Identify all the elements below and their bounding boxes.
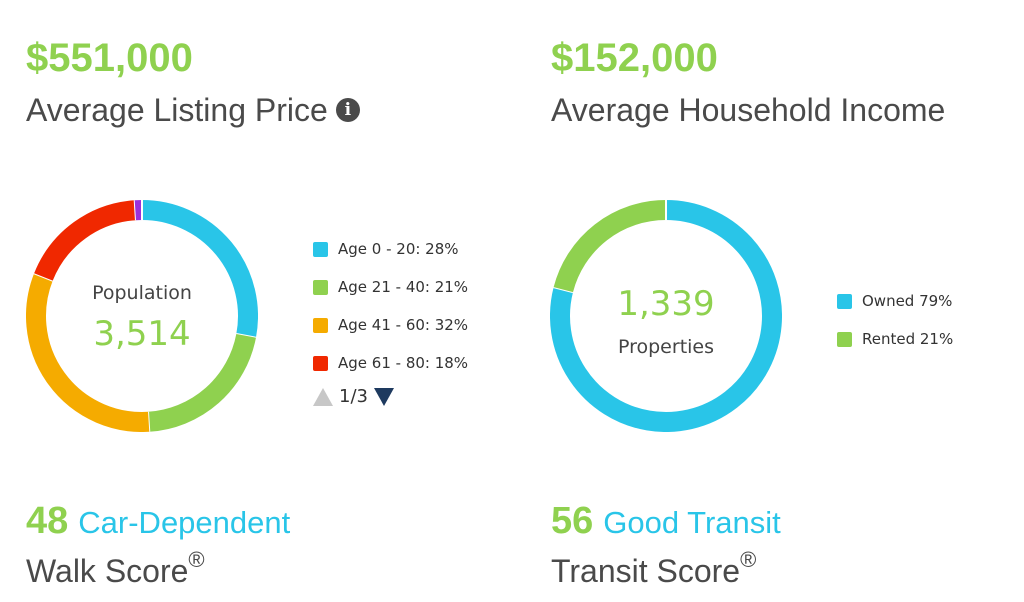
walk-score-label: Walk Score — [26, 553, 189, 589]
legend-label: Age 41 - 60: 32% — [338, 316, 469, 334]
legend-item-age-0-20: Age 0 - 20: 28% — [313, 230, 468, 268]
properties-segment-1 — [553, 200, 667, 293]
transit-score-row: 56 Good Transit — [551, 502, 781, 540]
legend-swatch — [313, 279, 328, 295]
walk-score-caption: Walk Score® — [26, 549, 205, 589]
legend-label: Owned 79% — [862, 292, 953, 310]
population-segment-0 — [141, 200, 258, 338]
population-segment-3 — [34, 200, 137, 281]
population-value: 3,514 — [93, 314, 191, 354]
population-donut: Population 3,514 — [26, 200, 258, 432]
properties-value: 1,339 — [617, 284, 715, 324]
population-segment-divider-2 — [33, 272, 54, 282]
page-up-icon[interactable] — [313, 387, 333, 406]
transit-score-label: Transit Score — [551, 553, 741, 589]
population-segment-1 — [147, 333, 256, 432]
legend-label: Age 0 - 20: 28% — [338, 240, 459, 258]
population-label: Population — [92, 282, 192, 304]
pager-text: 1/3 — [339, 386, 368, 407]
legend-item-age-41-60: Age 41 - 60: 32% — [313, 306, 468, 344]
registered-mark: ® — [740, 547, 757, 572]
household-income-value: $152,000 — [551, 36, 718, 80]
legend-swatch — [313, 355, 328, 371]
legend-swatch — [837, 293, 852, 309]
walk-score-description[interactable]: Car-Dependent — [78, 505, 291, 540]
info-icon[interactable]: i — [335, 97, 360, 122]
transit-score-number: 56 — [551, 500, 594, 542]
population-legend: Age 0 - 20: 28% Age 21 - 40: 21% Age 41 … — [313, 230, 468, 407]
population-donut-chart — [26, 200, 258, 432]
legend-label: Rented 21% — [862, 330, 954, 348]
population-segment-2 — [26, 273, 150, 432]
properties-label: Properties — [617, 336, 715, 358]
household-income-label: Average Household Income — [551, 92, 946, 128]
listing-price-label: Average Listing Price — [26, 92, 328, 128]
properties-donut: 1,339 Properties — [550, 200, 782, 432]
legend-item-age-61-80: Age 61 - 80: 18% — [313, 344, 468, 382]
legend-swatch — [837, 331, 852, 347]
transit-score-description[interactable]: Good Transit — [603, 505, 781, 540]
properties-donut-chart — [550, 200, 782, 432]
legend-item-age-21-40: Age 21 - 40: 21% — [313, 268, 468, 306]
legend-label: Age 61 - 80: 18% — [338, 354, 469, 372]
legend-swatch — [313, 241, 328, 257]
legend-label: Age 21 - 40: 21% — [338, 278, 469, 296]
properties-segment-0 — [550, 200, 782, 432]
listing-price-value: $551,000 — [26, 36, 193, 80]
page-down-icon[interactable] — [373, 387, 394, 406]
listing-price-caption: Average Listing Price i — [26, 94, 360, 126]
registered-mark: ® — [188, 547, 205, 572]
transit-score-caption: Transit Score® — [551, 549, 756, 589]
properties-legend: Owned 79% Rented 21% — [837, 282, 953, 358]
walk-score-number: 48 — [26, 500, 69, 542]
walk-score-row: 48 Car-Dependent — [26, 502, 290, 540]
legend-item-rented: Rented 21% — [837, 320, 953, 358]
legend-pager: 1/3 — [313, 386, 468, 407]
legend-item-owned: Owned 79% — [837, 282, 953, 320]
legend-swatch — [313, 317, 328, 333]
